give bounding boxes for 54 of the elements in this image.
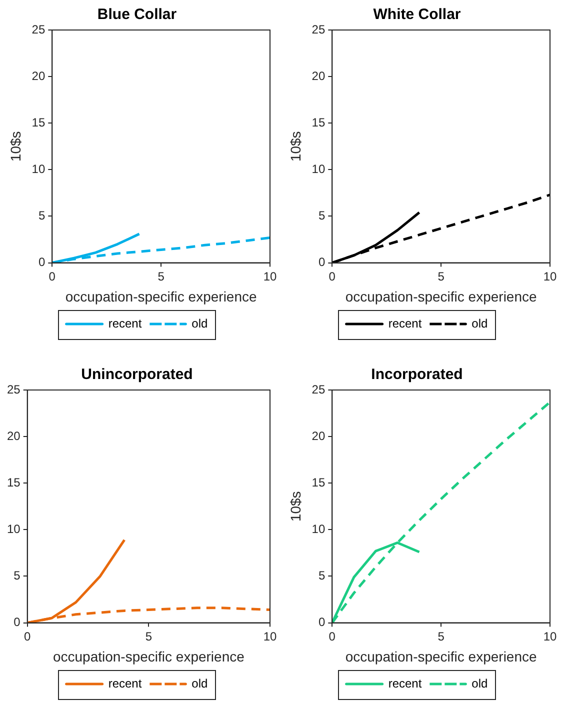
x-axis-title: occupation-specific experience: [345, 288, 537, 304]
x-tick-label: 5: [438, 269, 445, 284]
x-axis-title: occupation-specific experience: [65, 288, 257, 304]
x-tick-label: 0: [328, 629, 336, 644]
y-axis-title: 10$s: [287, 131, 304, 162]
y-tick-label: 10: [312, 522, 326, 536]
y-tick-label: 25: [6, 382, 21, 396]
y-tick-label: 15: [32, 115, 46, 130]
legend-label: old: [192, 316, 208, 330]
y-tick-label: 15: [312, 115, 326, 130]
x-tick-label: 10: [543, 629, 557, 644]
x-axis-title: occupation-specific experience: [52, 648, 245, 664]
y-tick-label: 5: [38, 208, 46, 223]
y-tick-label: 20: [312, 428, 326, 443]
chart-title: White Collar: [373, 6, 461, 24]
y-tick-label: 10: [32, 162, 46, 176]
y-tick-label: 0: [14, 615, 21, 630]
y-tick-label: 10: [312, 162, 326, 176]
y-tick-label: 25: [312, 382, 326, 396]
legend-label: recent: [108, 316, 142, 330]
x-tick-label: 0: [328, 269, 336, 284]
y-tick-label: 15: [312, 475, 326, 490]
legend-label: old: [472, 676, 488, 690]
x-tick-label: 5: [158, 269, 165, 284]
y-tick-label: 0: [318, 615, 326, 630]
y-tick-label: 0: [318, 255, 326, 270]
legend-label: recent: [108, 676, 142, 690]
x-tick-label: 10: [263, 629, 277, 644]
y-tick-label: 25: [312, 22, 326, 36]
y-tick-label: 25: [32, 22, 46, 36]
y-tick-label: 0: [38, 255, 46, 270]
legend-label: recent: [388, 316, 422, 330]
x-tick-label: 10: [263, 269, 277, 284]
legend-label: old: [472, 316, 488, 330]
y-tick-label: 20: [32, 68, 46, 83]
chart-title: Incorporated: [371, 366, 463, 384]
y-tick-label: 5: [318, 568, 326, 583]
x-tick-label: 10: [543, 269, 557, 284]
y-tick-label: 5: [14, 568, 21, 583]
legend-label: recent: [388, 676, 422, 690]
x-tick-label: 5: [145, 629, 152, 644]
x-tick-label: 5: [438, 629, 445, 644]
y-axis-title: 10$s: [7, 131, 24, 162]
legend-label: old: [192, 676, 208, 690]
y-tick-label: 20: [6, 428, 21, 443]
chart-title: Unincorporated: [81, 366, 193, 384]
y-tick-label: 10: [6, 522, 21, 536]
chart-title: Blue Collar: [97, 6, 177, 24]
x-tick-label: 0: [48, 269, 56, 284]
y-tick-label: 20: [312, 68, 326, 83]
y-axis-title: 10$s: [287, 491, 304, 522]
y-tick-label: 15: [6, 475, 21, 490]
y-tick-label: 5: [318, 208, 326, 223]
x-axis-title: occupation-specific experience: [345, 648, 537, 664]
